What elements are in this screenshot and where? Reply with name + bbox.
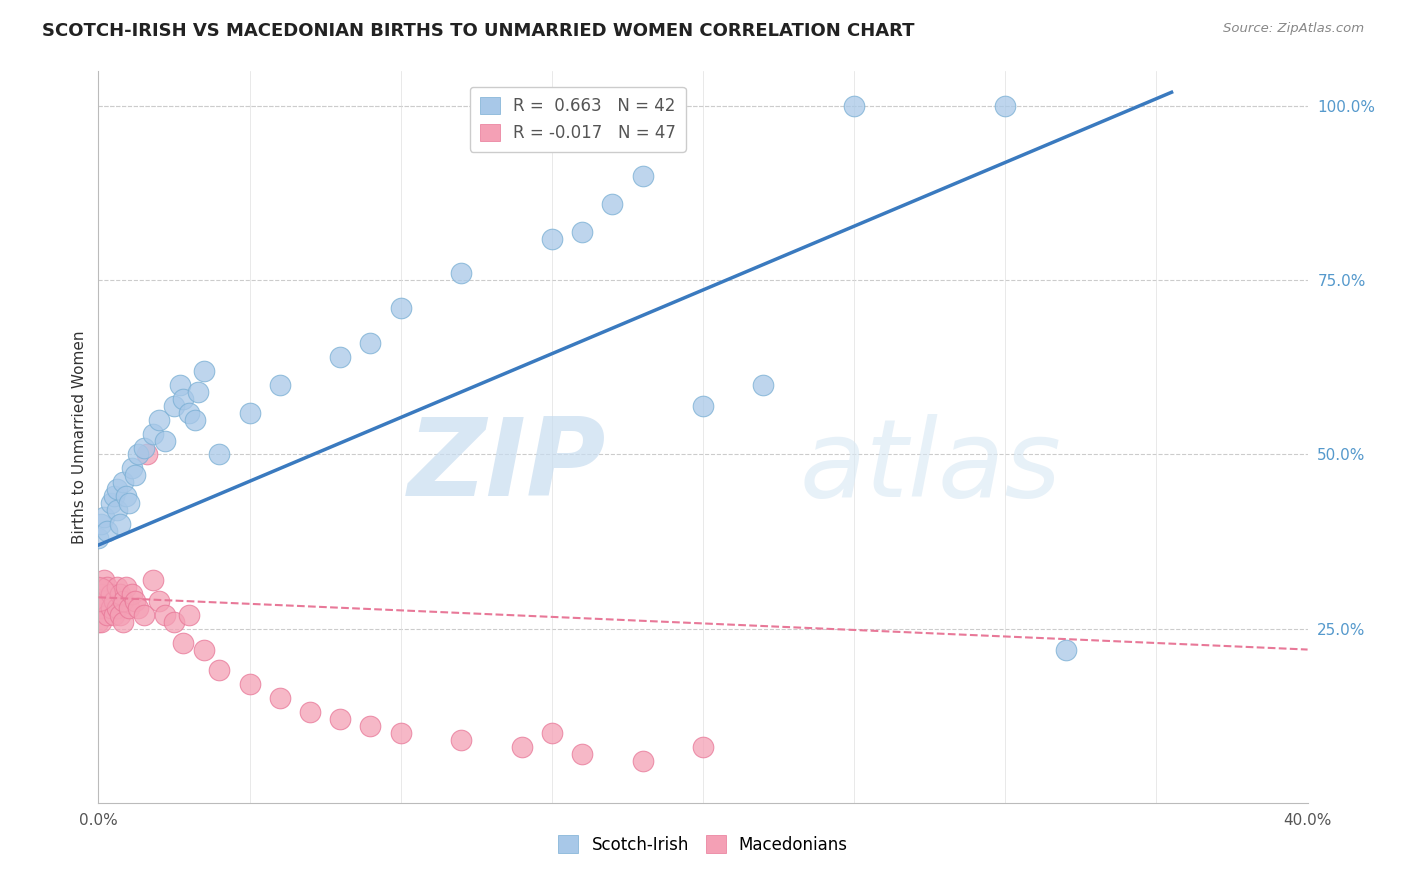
Point	[179, 406, 201, 420]
Point	[118, 496, 141, 510]
Point	[108, 517, 131, 532]
Point	[153, 607, 176, 622]
Point	[114, 580, 136, 594]
Point	[118, 600, 141, 615]
Point	[692, 399, 714, 413]
Point	[269, 691, 291, 706]
Point	[124, 594, 146, 608]
Point	[631, 169, 654, 183]
Point	[93, 510, 115, 524]
Point	[142, 426, 165, 441]
Text: Source: ZipAtlas.com: Source: ZipAtlas.com	[1223, 22, 1364, 36]
Point	[121, 587, 143, 601]
Point	[239, 406, 262, 420]
Point	[90, 600, 112, 615]
Point	[132, 441, 155, 455]
Point	[692, 740, 714, 755]
Point	[360, 719, 382, 733]
Point	[108, 587, 131, 601]
Point	[93, 594, 115, 608]
Point	[571, 225, 593, 239]
Point	[108, 607, 131, 622]
Point	[135, 448, 157, 462]
Point	[96, 524, 118, 538]
Point	[87, 600, 110, 615]
Point	[163, 615, 186, 629]
Point	[172, 392, 194, 406]
Point	[100, 587, 122, 601]
Point	[450, 266, 472, 280]
Point	[96, 580, 118, 594]
Point	[111, 475, 134, 490]
Point	[127, 600, 149, 615]
Point	[105, 503, 128, 517]
Point	[111, 615, 134, 629]
Point	[87, 615, 110, 629]
Point	[239, 677, 262, 691]
Point	[184, 412, 207, 426]
Point	[148, 594, 170, 608]
Point	[187, 384, 209, 399]
Legend: Scotch-Irish, Macedonians: Scotch-Irish, Macedonians	[551, 829, 855, 860]
Point	[100, 600, 122, 615]
Point	[1054, 642, 1077, 657]
Text: ZIP: ZIP	[408, 413, 606, 519]
Point	[124, 468, 146, 483]
Point	[389, 301, 412, 316]
Point	[329, 350, 352, 364]
Point	[994, 99, 1017, 113]
Point	[193, 642, 215, 657]
Point	[103, 594, 125, 608]
Point	[169, 377, 191, 392]
Point	[193, 364, 215, 378]
Point	[540, 726, 562, 740]
Point	[127, 448, 149, 462]
Point	[752, 377, 775, 392]
Point	[208, 448, 231, 462]
Point	[450, 733, 472, 747]
Point	[132, 607, 155, 622]
Point	[93, 573, 115, 587]
Point	[269, 377, 291, 392]
Point	[360, 336, 382, 351]
Point	[90, 615, 112, 629]
Point	[103, 489, 125, 503]
Point	[105, 483, 128, 497]
Point	[96, 607, 118, 622]
Point	[142, 573, 165, 587]
Point	[148, 412, 170, 426]
Point	[87, 531, 110, 545]
Point	[111, 594, 134, 608]
Point	[510, 740, 533, 755]
Point	[114, 489, 136, 503]
Point	[844, 99, 866, 113]
Point	[329, 712, 352, 726]
Point	[153, 434, 176, 448]
Point	[389, 726, 412, 740]
Point	[121, 461, 143, 475]
Text: atlas: atlas	[800, 414, 1062, 519]
Text: SCOTCH-IRISH VS MACEDONIAN BIRTHS TO UNMARRIED WOMEN CORRELATION CHART: SCOTCH-IRISH VS MACEDONIAN BIRTHS TO UNM…	[42, 22, 915, 40]
Point	[571, 747, 593, 761]
Point	[179, 607, 201, 622]
Point	[172, 635, 194, 649]
Point	[163, 399, 186, 413]
Y-axis label: Births to Unmarried Women: Births to Unmarried Women	[72, 330, 87, 544]
Point	[602, 196, 624, 211]
Point	[299, 705, 322, 719]
Point	[540, 231, 562, 245]
Point	[103, 607, 125, 622]
Point	[90, 517, 112, 532]
Point	[87, 580, 110, 594]
Point	[100, 496, 122, 510]
Point	[90, 587, 112, 601]
Point	[105, 580, 128, 594]
Point	[87, 587, 110, 601]
Point	[631, 754, 654, 768]
Point	[208, 664, 231, 678]
Point	[105, 600, 128, 615]
